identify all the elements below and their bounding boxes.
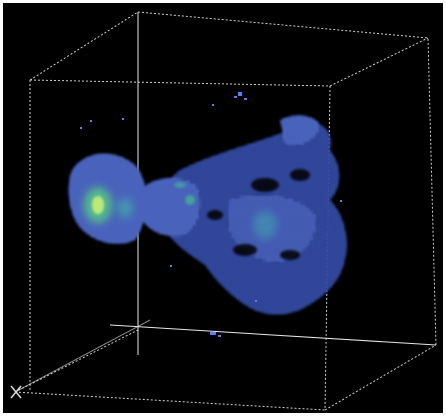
volume-blob xyxy=(280,115,320,146)
speck xyxy=(212,104,214,106)
hot-spot xyxy=(253,211,277,239)
speck xyxy=(244,98,247,100)
hot-spot xyxy=(117,198,133,218)
hot-spot xyxy=(92,196,104,214)
speck xyxy=(210,332,216,335)
speck xyxy=(170,265,172,267)
box-edge xyxy=(14,329,139,393)
box-edge xyxy=(137,11,437,346)
axis-line xyxy=(14,319,151,393)
axis-line xyxy=(109,324,437,346)
gap xyxy=(251,178,279,192)
speck xyxy=(238,92,242,96)
gap xyxy=(207,210,223,220)
gap xyxy=(290,169,310,181)
specks xyxy=(80,92,342,337)
gizmo-stroke xyxy=(10,385,22,399)
speck xyxy=(122,118,124,120)
volume-gaps xyxy=(207,169,310,260)
gap xyxy=(280,250,300,260)
bounding-box xyxy=(14,11,437,411)
hot-spot xyxy=(174,182,186,188)
speck xyxy=(90,120,92,122)
speck xyxy=(218,335,221,337)
speck xyxy=(234,96,237,98)
speck xyxy=(340,200,342,202)
gap xyxy=(233,244,257,256)
point-cloud xyxy=(68,92,347,337)
speck xyxy=(80,127,82,129)
speck xyxy=(255,300,257,302)
volume-blob xyxy=(140,178,201,237)
axis-gizmo xyxy=(10,385,22,399)
box-edge xyxy=(29,11,139,81)
hot-spot xyxy=(185,195,195,205)
box-edge xyxy=(324,344,437,411)
